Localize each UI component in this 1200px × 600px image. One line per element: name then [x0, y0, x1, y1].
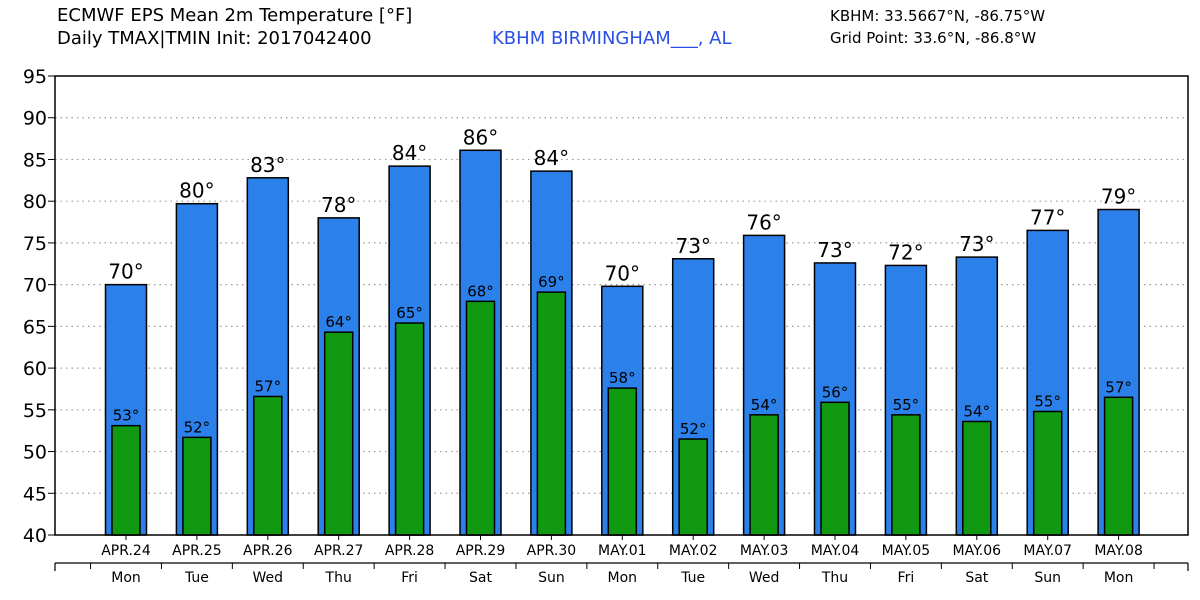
- tmin-label: 68°: [467, 282, 494, 300]
- tmin-bar: [536, 291, 567, 536]
- tmin-bar: [678, 438, 708, 536]
- tmin-bar: [323, 331, 354, 536]
- y-tick-label: 85: [23, 149, 47, 171]
- tmin-label: 53°: [113, 407, 140, 425]
- x-date-label: APR.25: [172, 543, 222, 559]
- x-weekday-label: Tue: [184, 570, 209, 586]
- y-tick-label: 60: [23, 358, 47, 380]
- y-tick-label: 70: [23, 275, 47, 297]
- chart-title: ECMWF EPS Mean 2m Temperature [°F]: [57, 5, 413, 26]
- x-weekday-label: Mon: [111, 570, 141, 586]
- y-tick-label: 55: [23, 400, 47, 422]
- y-tick-label: 95: [23, 66, 47, 88]
- x-date-label: APR.27: [314, 543, 364, 559]
- tmin-bar: [253, 395, 283, 536]
- tmin-label: 56°: [822, 383, 849, 401]
- x-date-label: MAY.04: [811, 543, 860, 559]
- tmin-bar: [182, 436, 212, 536]
- plot-frame: [54, 75, 1189, 536]
- tmin-bar: [111, 424, 141, 536]
- x-date-label: MAY.05: [882, 543, 931, 559]
- grid-point-coordinates: Grid Point: 33.6°N, -86.8°W: [830, 29, 1037, 47]
- x-weekday-label: Mon: [608, 570, 638, 586]
- tmin-bar: [749, 414, 779, 536]
- tmax-label: 72°: [888, 240, 923, 264]
- x-date-label: APR.24: [101, 543, 151, 559]
- x-weekday-label: Thu: [821, 570, 848, 586]
- tmin-label: 57°: [1105, 378, 1132, 396]
- tmax-label: 84°: [534, 146, 569, 170]
- tmin-label: 52°: [184, 418, 211, 436]
- tmin-bar: [891, 414, 921, 536]
- tmin-label: 55°: [893, 396, 920, 414]
- labels: 70° 53° 80° 52° 83° 57° 78° 64° 84° 65° 86° 68° 84° 6…: [108, 125, 1136, 438]
- y-tick-label: 75: [23, 233, 47, 255]
- x-weekday-label: Fri: [898, 570, 915, 586]
- tmin-label: 57°: [255, 377, 282, 395]
- y-tick-label: 80: [23, 191, 47, 213]
- tmax-label: 83°: [250, 153, 285, 177]
- tmax-label: 76°: [746, 210, 781, 234]
- tmin-bar: [820, 401, 850, 536]
- x-date-label: MAY.02: [669, 543, 718, 559]
- y-tick-label: 65: [23, 316, 47, 338]
- bars: [104, 149, 1140, 536]
- tmin-bar: [607, 387, 638, 536]
- x-weekday-label: Wed: [749, 570, 780, 586]
- tmin-label: 65°: [396, 304, 423, 322]
- x-date-label: APR.29: [456, 543, 506, 559]
- chart-subtitle: Daily TMAX|TMIN Init: 2017042400: [57, 28, 372, 49]
- tmin-bar: [962, 420, 992, 536]
- x-weekday-label: Thu: [325, 570, 352, 586]
- tmax-label: 80°: [179, 179, 214, 203]
- y-tick-label: 50: [23, 442, 47, 464]
- y-tick-label: 45: [23, 483, 47, 505]
- x-date-label: APR.26: [243, 543, 293, 559]
- tmax-label: 70°: [108, 260, 143, 284]
- tmin-label: 54°: [964, 403, 991, 421]
- x-date-label: APR.30: [527, 543, 577, 559]
- x-weekday-label: Sat: [965, 570, 988, 586]
- tmin-bar: [1032, 410, 1063, 536]
- tmin-bar: [465, 300, 496, 536]
- x-weekday-label: Wed: [253, 570, 284, 586]
- y-tick-label: 40: [23, 525, 47, 547]
- tmin-label: 55°: [1034, 392, 1061, 410]
- station-name: KBHM BIRMINGHAM___, AL: [492, 28, 732, 49]
- x-weekday-label: Sun: [1034, 570, 1061, 586]
- tmax-label: 84°: [392, 141, 427, 165]
- x-date-label: APR.28: [385, 543, 435, 559]
- x-weekday-label: Fri: [401, 570, 418, 586]
- x-date-label: MAY.08: [1094, 543, 1143, 559]
- tmin-label: 69°: [538, 273, 565, 291]
- tmin-label: 58°: [609, 369, 636, 387]
- tmin-label: 52°: [680, 420, 707, 438]
- x-weekday-label: Tue: [680, 570, 705, 586]
- tmax-label: 73°: [817, 238, 852, 262]
- tmin-bar: [394, 322, 425, 536]
- x-weekday-label: Mon: [1104, 570, 1134, 586]
- tmin-label: 64°: [325, 313, 352, 331]
- x-date-label: MAY.01: [598, 543, 647, 559]
- tmax-label: 79°: [1101, 185, 1136, 209]
- tmax-label: 70°: [605, 261, 640, 285]
- x-date-label: MAY.06: [953, 543, 1002, 559]
- x-weekday-label: Sat: [469, 570, 492, 586]
- y-tick-label: 90: [23, 108, 47, 130]
- axes: 40 45 50 55 60 65 70 75 80 85 90 95 APR.24 APR.25 APR.…: [23, 66, 1189, 586]
- tmax-label: 77°: [1030, 205, 1065, 229]
- x-date-label: MAY.07: [1023, 543, 1072, 559]
- tmin-label: 54°: [751, 396, 778, 414]
- x-weekday-label: Sun: [538, 570, 565, 586]
- tmax-label: 86°: [463, 125, 498, 149]
- tmin-bar: [1103, 396, 1134, 536]
- tmax-label: 78°: [321, 193, 356, 217]
- station-coordinates: KBHM: 33.5667°N, -86.75°W: [830, 7, 1046, 25]
- tmax-label: 73°: [959, 232, 994, 256]
- tmax-label: 73°: [675, 234, 710, 258]
- x-date-label: MAY.03: [740, 543, 789, 559]
